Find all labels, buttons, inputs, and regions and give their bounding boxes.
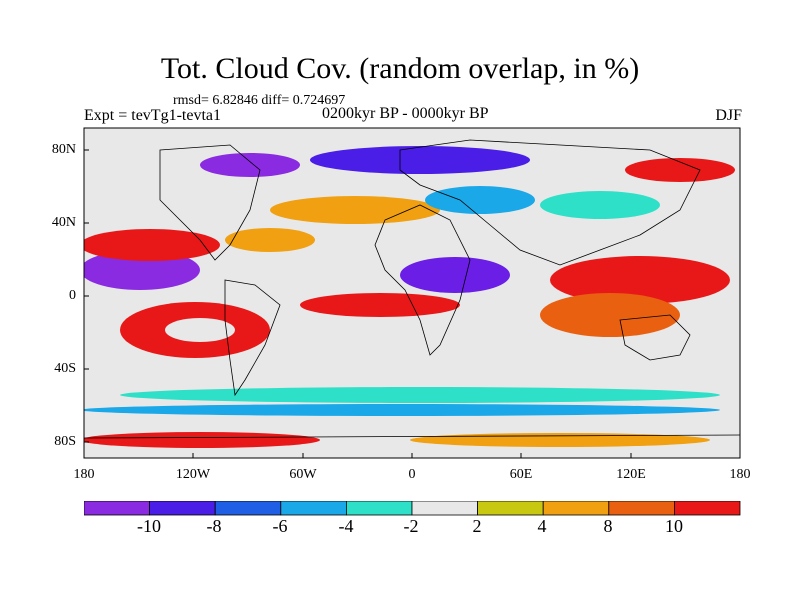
anomaly-patch — [165, 318, 235, 342]
lat-label-0: 0 — [69, 288, 76, 303]
colorbar-swatch — [477, 501, 544, 516]
experiment-label: Expt = tevTg1-tevta1 — [84, 107, 221, 124]
lat-label-40s: 40S — [54, 361, 76, 376]
colorbar-swatch — [608, 501, 675, 516]
anomaly-patch — [540, 293, 680, 337]
continent-outline — [399, 139, 701, 266]
colorbar-swatch — [84, 501, 150, 516]
map-field — [84, 128, 740, 458]
lon-label-180-left: 180 — [73, 467, 95, 482]
colorbar-label: -8 — [206, 516, 222, 536]
lon-label-60e: 60E — [509, 467, 533, 482]
lon-label-0: 0 — [408, 467, 416, 482]
map-title: Tot. Cloud Cov. (random overlap, in %) — [160, 52, 640, 85]
colorbar-label: 4 — [537, 516, 547, 536]
anomaly-patch — [200, 153, 300, 177]
anomaly-patch — [120, 387, 720, 403]
stats-text: rmsd= 6.82846 diff= 0.724697 — [173, 93, 346, 108]
anomaly-patch — [84, 404, 720, 416]
anomaly-patch — [550, 256, 730, 304]
continent-outline — [374, 204, 471, 356]
lon-label-180-right: 180 — [729, 467, 751, 482]
anomaly-patch — [270, 196, 440, 224]
colorbar-swatch — [674, 501, 741, 516]
colorbar-label: -10 — [137, 516, 161, 536]
colorbar-label: 8 — [603, 516, 613, 536]
anomaly-patch — [84, 229, 220, 261]
colorbar-swatch — [345, 501, 413, 516]
anomaly-patch — [400, 257, 510, 293]
season-label: DJF — [715, 107, 742, 124]
continent-outline — [619, 314, 691, 361]
continent-outline — [84, 434, 740, 439]
lat-label-80s: 80S — [54, 434, 76, 449]
anomaly-patch — [84, 432, 320, 448]
colorbar-swatch — [280, 501, 347, 516]
continent-outline — [159, 144, 261, 261]
anomaly-patch — [625, 158, 735, 182]
anomaly-patch — [540, 191, 660, 219]
colorbar-label: 10 — [665, 516, 683, 536]
anomaly-patch — [310, 146, 530, 174]
continent-outline — [224, 279, 281, 397]
period-label: 0200kyr BP - 0000kyr BP — [322, 105, 489, 122]
colorbar-swatch — [149, 501, 216, 516]
colorbar — [84, 501, 741, 516]
lat-label-40n: 40N — [51, 215, 76, 230]
anomaly-patch — [425, 186, 535, 214]
colorbar-label: -4 — [338, 516, 354, 536]
colorbar-label: -2 — [403, 516, 419, 536]
lon-label-120e: 120E — [616, 467, 646, 482]
anomaly-patch — [225, 228, 315, 252]
colorbar-swatch — [411, 501, 478, 516]
anomaly-patch — [300, 293, 460, 317]
lat-label-80n: 80N — [51, 142, 76, 157]
colorbar-label: 2 — [472, 516, 482, 536]
lon-label-120w: 120W — [175, 467, 211, 482]
colorbar-swatch — [542, 501, 610, 516]
colorbar-swatch — [214, 501, 282, 516]
colorbar-label: -6 — [272, 516, 288, 536]
lon-label-60w: 60W — [289, 467, 317, 482]
axis-ticks — [84, 149, 632, 458]
